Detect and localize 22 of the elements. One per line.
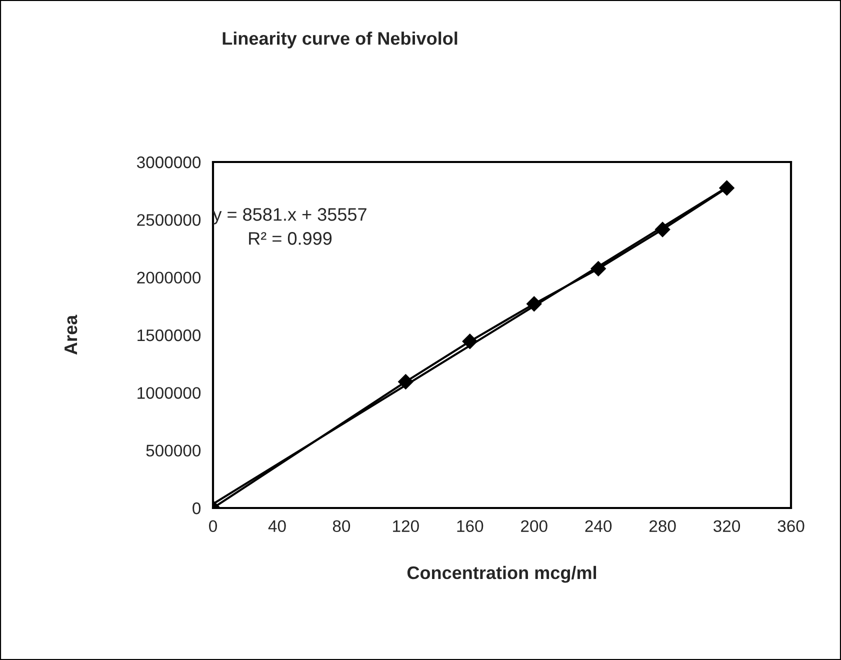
y-tick-label: 1000000 <box>138 387 201 399</box>
y-tick-label: 500000 <box>146 444 201 457</box>
x-tick-label: 280 <box>649 520 676 532</box>
y-tick-label: 2000000 <box>137 272 201 284</box>
x-axis-title: Concentration mcg/ml <box>407 566 596 583</box>
x-tick-label: 0 <box>209 520 217 532</box>
y-tick-label: 2500000 <box>137 214 201 226</box>
y-tick-label: 3000000 <box>136 156 201 168</box>
x-tick-label: 40 <box>268 520 286 532</box>
x-tick-label: 120 <box>393 520 419 532</box>
point <box>719 180 734 196</box>
x-tick-label: 80 <box>332 520 350 532</box>
x-tick-label: 240 <box>585 520 612 532</box>
x-tick-label: 200 <box>521 520 548 532</box>
y-axis-title: Area <box>64 314 78 355</box>
chart-title: Linearity curve of Nebivolol <box>222 32 458 48</box>
annotation: R² = 0.999 <box>249 232 332 245</box>
x-tick-label: 320 <box>714 520 740 532</box>
x-tick-label: 160 <box>457 520 484 532</box>
x-tick-label: 360 <box>778 520 804 532</box>
y-tick-label: 1500000 <box>138 329 201 342</box>
y-tick-label: 0 <box>192 502 201 514</box>
